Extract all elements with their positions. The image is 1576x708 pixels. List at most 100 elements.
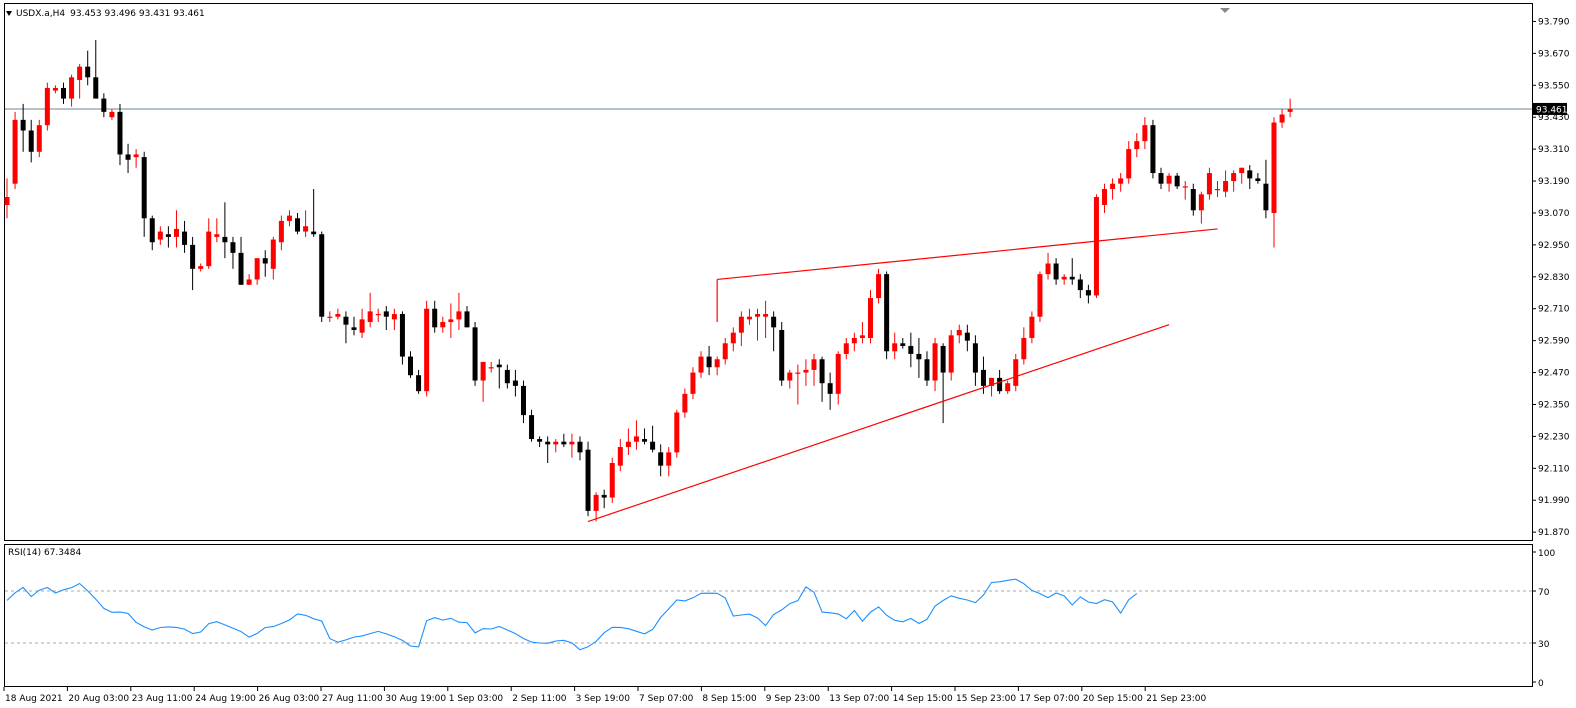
candle-body [633,436,639,442]
candle-body [593,494,599,511]
candle-body [884,274,890,352]
candle [633,420,639,450]
candle [182,220,188,253]
candle [12,111,18,190]
time-tick-label: 26 Aug 03:00 [259,694,320,704]
candle-body [1093,197,1099,296]
candle-body [908,345,914,354]
candle-body [286,215,292,221]
candle [286,210,292,227]
candle-body [109,111,115,118]
candle-body [948,335,954,373]
candle [149,215,155,251]
candle-body [238,252,244,285]
candle [698,351,704,378]
candle [537,436,543,448]
candle-body [771,316,777,328]
candle-body [827,383,833,394]
candle [36,119,42,158]
candle [1102,183,1108,213]
candle-body [399,314,405,357]
price-tick-label: 92.350 [1538,400,1570,410]
candle-body [1118,178,1124,184]
candle [625,428,631,456]
candle-body [1061,276,1067,280]
candle [1037,271,1043,323]
candle-body [101,98,107,112]
price-tick-label: 93.190 [1538,177,1570,187]
time-tick-label: 13 Sep 07:00 [829,694,889,704]
candle-body [125,154,131,160]
candle [876,268,882,304]
candle [1029,311,1035,344]
candle-body [561,441,567,445]
candle-body [1287,109,1293,112]
price-tick-label: 93.790 [1538,17,1570,27]
candle [60,82,66,104]
candle-body [472,327,478,381]
candle-body [1134,141,1140,150]
candle [1061,274,1067,285]
candle-body [141,157,147,219]
symbol-label: USDX.a,H4 [16,9,66,19]
candle [1045,252,1051,280]
candle [343,311,349,344]
candle-body [1077,279,1083,291]
candle-body [1013,359,1019,386]
candle-body [642,439,648,442]
candle [819,356,825,402]
candle-body [424,308,430,392]
candle-body [36,125,42,152]
candle-body [1279,114,1285,123]
candle [1126,141,1132,184]
candle [609,457,615,503]
candle-body [755,314,761,317]
candle-body [545,441,551,445]
candle [682,388,688,418]
dropdown-triangle-icon[interactable] [6,11,12,16]
candle-body [165,234,171,237]
trendline[interactable] [587,324,1170,523]
price-tick-label: 91.990 [1538,496,1570,506]
candle [1134,133,1140,158]
candle [1239,167,1245,184]
candle [1150,119,1156,179]
candle [391,308,397,330]
time-tick-label: 20 Sep 15:00 [1083,694,1143,704]
candle-body [182,231,188,245]
candle-body [819,359,825,384]
candle [399,311,405,365]
candle [1053,258,1059,285]
candle-body [980,369,986,386]
candle [278,215,284,251]
candle-body [859,335,865,338]
chart-shift-marker-icon[interactable] [1220,8,1230,13]
candle [351,316,357,336]
candle [795,364,801,405]
time-tick-label: 23 Aug 11:00 [132,694,193,704]
candle-body [924,359,930,381]
candle [1077,274,1083,299]
candle-body [1223,181,1229,192]
price-tick-label: 92.470 [1538,369,1570,379]
candle-body [625,441,631,448]
candle-body [1174,175,1180,187]
candle [270,236,276,280]
candle-body [198,266,204,269]
candle-body [674,412,680,453]
time-tick-label: 14 Sep 15:00 [893,694,953,704]
chart-frames [4,3,1533,687]
price-tick-label: 92.830 [1538,273,1570,283]
candle-body [779,330,785,381]
candle [1166,173,1172,192]
time-tick-label: 30 Aug 19:00 [385,694,446,704]
candle-body [157,231,163,240]
time-tick-label: 21 Sep 23:00 [1146,694,1206,704]
candle-body [254,258,260,280]
candle [206,218,212,269]
candle-body [666,452,672,466]
candle-body [1215,189,1220,191]
candle [424,300,430,397]
trendline[interactable] [717,228,1218,281]
